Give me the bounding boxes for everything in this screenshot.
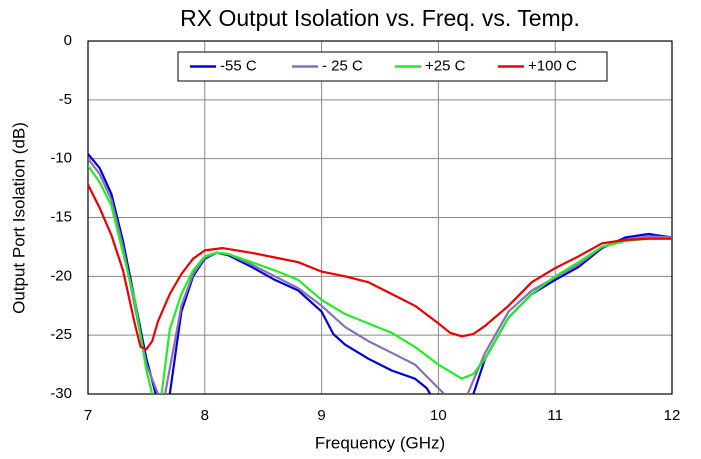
plot-border: [87, 40, 673, 395]
y-tick-label: -30: [50, 385, 72, 402]
x-tick-label: 10: [430, 407, 447, 424]
legend-label: +25 C: [425, 57, 466, 74]
series-line: [88, 165, 672, 394]
y-tick-label: 0: [64, 32, 72, 49]
x-tick-label: 9: [317, 407, 325, 424]
x-tick-label: 7: [84, 407, 92, 424]
series-line: [88, 184, 672, 351]
x-tick-label: 8: [201, 407, 209, 424]
series-line: [88, 153, 672, 394]
y-tick-label: -25: [50, 326, 72, 343]
legend-box: [177, 51, 608, 82]
legend-label: +100 C: [528, 57, 577, 74]
legend-label: -55 C: [220, 57, 257, 74]
y-tick-label: -20: [50, 267, 72, 284]
x-tick-label: 12: [664, 407, 681, 424]
y-tick-label: -5: [59, 91, 72, 108]
x-tick-label: 11: [547, 407, 563, 424]
y-axis-label: Output Port Isolation (dB): [9, 122, 28, 314]
x-axis-label: Frequency (GHz): [315, 433, 445, 452]
y-tick-label: -15: [50, 208, 72, 225]
chart-title: RX Output Isolation vs. Freq. vs. Temp.: [180, 5, 580, 31]
legend-label: - 25 C: [322, 57, 363, 74]
y-tick-label: -10: [50, 150, 72, 167]
